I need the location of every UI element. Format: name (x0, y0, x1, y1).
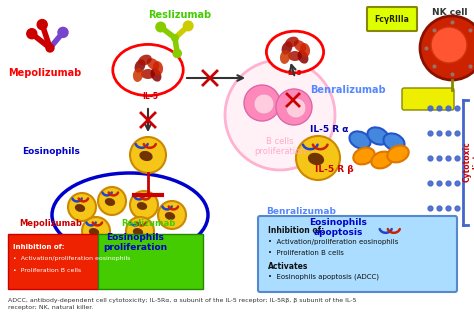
Text: Eosinophils: Eosinophils (22, 147, 80, 157)
Text: Reslizumab: Reslizumab (121, 219, 175, 228)
Text: Inhibition of:: Inhibition of: (268, 226, 324, 235)
Ellipse shape (75, 204, 85, 212)
Ellipse shape (294, 40, 306, 52)
Ellipse shape (288, 51, 302, 61)
Text: Cytotoxic
mediators: Cytotoxic mediators (462, 140, 474, 184)
Ellipse shape (52, 173, 208, 257)
Circle shape (26, 28, 37, 39)
Ellipse shape (383, 133, 404, 151)
FancyBboxPatch shape (402, 88, 454, 110)
Ellipse shape (141, 69, 155, 79)
Circle shape (36, 19, 48, 30)
Text: Mepolizumab: Mepolizumab (8, 68, 81, 78)
Ellipse shape (353, 148, 374, 164)
Text: •  Proliferation B cells: • Proliferation B cells (268, 250, 344, 256)
Text: FcγRIIIa: FcγRIIIa (374, 14, 410, 24)
Text: IL-5 R α: IL-5 R α (310, 125, 348, 134)
Ellipse shape (138, 54, 152, 66)
FancyBboxPatch shape (98, 234, 203, 289)
Ellipse shape (165, 212, 175, 220)
Ellipse shape (285, 37, 299, 47)
Text: •  Eosinophils apoptosis (ADCC): • Eosinophils apoptosis (ADCC) (268, 274, 379, 280)
Circle shape (182, 20, 194, 32)
Text: ADCC, antibody-dependent cell cytotoxicity; IL-5Rα, α subunit of the IL-5 recept: ADCC, antibody-dependent cell cytotoxici… (8, 298, 356, 310)
Ellipse shape (280, 50, 290, 64)
Text: IL-5: IL-5 (288, 70, 302, 76)
Circle shape (57, 27, 69, 38)
Text: Inhibition of:: Inhibition of: (13, 244, 64, 250)
Circle shape (82, 217, 110, 245)
Text: IL-5: IL-5 (142, 92, 158, 101)
Text: Reslizumab: Reslizumab (148, 10, 211, 20)
Ellipse shape (135, 59, 146, 73)
Text: B cells
proliferation: B cells proliferation (254, 137, 306, 157)
Circle shape (126, 217, 154, 245)
Circle shape (46, 43, 55, 53)
Text: IL-5 R β: IL-5 R β (315, 165, 354, 174)
Ellipse shape (105, 198, 115, 206)
Ellipse shape (113, 44, 183, 95)
Ellipse shape (147, 58, 159, 70)
Circle shape (244, 85, 280, 121)
Circle shape (130, 137, 166, 173)
Circle shape (98, 187, 126, 215)
Ellipse shape (282, 41, 292, 55)
Ellipse shape (349, 131, 371, 149)
Ellipse shape (89, 228, 99, 236)
Text: •  Activation/proliferation eosinophils: • Activation/proliferation eosinophils (268, 239, 398, 245)
Ellipse shape (367, 127, 389, 145)
Circle shape (276, 89, 312, 125)
FancyBboxPatch shape (8, 234, 98, 289)
Text: Benralizumab: Benralizumab (266, 207, 336, 216)
Circle shape (296, 136, 340, 180)
Ellipse shape (387, 146, 409, 163)
Ellipse shape (300, 43, 310, 57)
Circle shape (431, 27, 467, 63)
Text: Eosinophils
apoptosis: Eosinophils apoptosis (309, 218, 367, 238)
Ellipse shape (266, 31, 324, 73)
Ellipse shape (383, 236, 397, 246)
Circle shape (225, 60, 335, 170)
Ellipse shape (137, 202, 147, 210)
Text: Eosinophils
proliferation: Eosinophils proliferation (103, 233, 167, 252)
Ellipse shape (133, 228, 143, 236)
Ellipse shape (153, 61, 163, 75)
Circle shape (420, 16, 474, 80)
Circle shape (130, 191, 158, 219)
Circle shape (254, 94, 274, 114)
Text: •  Proliferation B cells: • Proliferation B cells (13, 268, 81, 273)
Text: Benralizumab: Benralizumab (310, 85, 386, 95)
Ellipse shape (371, 152, 392, 169)
Circle shape (286, 98, 306, 118)
Text: Mepolizumab: Mepolizumab (19, 219, 82, 228)
Ellipse shape (133, 68, 143, 82)
Ellipse shape (383, 232, 401, 248)
Circle shape (171, 34, 179, 42)
Circle shape (155, 21, 166, 32)
Circle shape (173, 49, 182, 58)
Circle shape (158, 201, 186, 229)
Ellipse shape (298, 50, 309, 64)
FancyBboxPatch shape (367, 7, 417, 31)
Text: NK cell: NK cell (432, 8, 467, 17)
Text: Activates: Activates (268, 262, 309, 271)
Ellipse shape (308, 153, 324, 165)
Ellipse shape (151, 68, 162, 82)
Circle shape (68, 193, 96, 221)
FancyBboxPatch shape (258, 216, 457, 292)
Text: •  Activation/proliferation eosinophils: • Activation/proliferation eosinophils (13, 256, 130, 261)
Circle shape (374, 222, 410, 258)
Ellipse shape (139, 151, 153, 161)
